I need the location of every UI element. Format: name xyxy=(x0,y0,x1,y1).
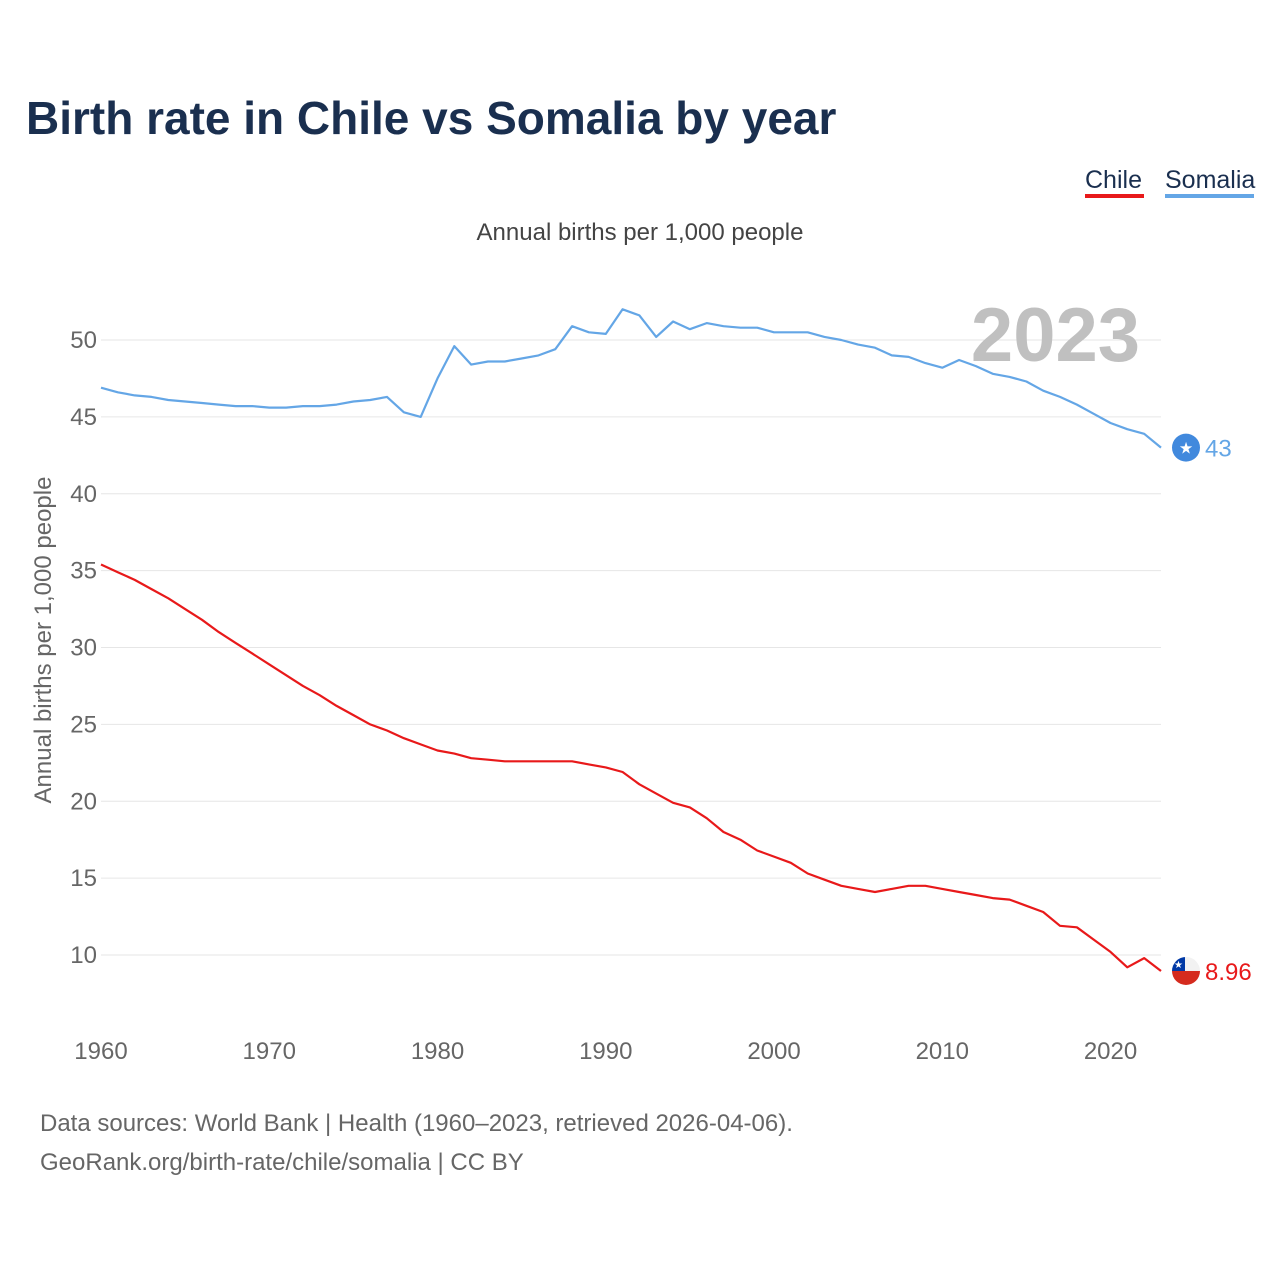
y-tick-label: 40 xyxy=(70,481,97,508)
legend-swatch-chile xyxy=(1085,194,1144,198)
x-tick-label: 2000 xyxy=(747,1038,800,1065)
end-marker-somalia[interactable]: ★ 43 xyxy=(1172,433,1232,463)
legend-swatch-somalia xyxy=(1165,194,1254,198)
legend-item-chile[interactable]: Chile xyxy=(1085,166,1144,198)
y-axis-ticks: 10 15 20 25 30 35 40 45 50 xyxy=(70,327,97,969)
x-tick-label: 2020 xyxy=(1084,1038,1137,1065)
legend-label-somalia: Somalia xyxy=(1165,166,1255,194)
y-tick-label: 45 xyxy=(70,404,97,431)
legend-label-chile: Chile xyxy=(1085,166,1142,194)
y-tick-label: 15 xyxy=(70,865,97,892)
y-tick-label: 25 xyxy=(70,711,97,738)
legend: Chile Somalia xyxy=(1085,166,1255,198)
x-tick-label: 1970 xyxy=(243,1038,296,1065)
series xyxy=(100,308,1162,972)
somalia-flag-icon xyxy=(1172,433,1200,462)
end-value-label-somalia: 43 xyxy=(1205,436,1232,463)
chile-flag-icon: ★ xyxy=(1172,956,1200,985)
y-tick-label: 10 xyxy=(70,942,97,969)
gridlines xyxy=(101,339,1161,956)
chart-title: Birth rate in Chile vs Somalia by year xyxy=(26,92,837,144)
x-tick-label: 1980 xyxy=(411,1038,464,1065)
end-marker-chile[interactable]: ★ 8.96 xyxy=(1172,956,1252,986)
series-line-chile[interactable] xyxy=(100,563,1162,972)
end-value-label-chile: 8.96 xyxy=(1205,959,1252,986)
series-line-somalia[interactable] xyxy=(100,308,1162,449)
svg-text:★: ★ xyxy=(1174,960,1183,971)
year-watermark: 2023 xyxy=(971,293,1140,378)
x-tick-label: 1960 xyxy=(74,1038,127,1065)
legend-item-somalia[interactable]: Somalia xyxy=(1165,166,1255,198)
x-tick-label: 2010 xyxy=(916,1038,969,1065)
y-tick-label: 20 xyxy=(70,788,97,815)
svg-text:★: ★ xyxy=(1179,441,1193,458)
chart-subtitle: Annual births per 1,000 people xyxy=(477,219,804,246)
x-tick-label: 1990 xyxy=(579,1038,632,1065)
footer-link[interactable]: GeoRank.org/birth-rate/chile/somalia | C… xyxy=(40,1149,524,1176)
x-axis-ticks: 1960 1970 1980 1990 2000 2010 2020 xyxy=(74,1038,1137,1065)
end-markers: ★ 8.96 ★ 43 xyxy=(1172,433,1252,986)
footer-source: Data sources: World Bank | Health (1960–… xyxy=(40,1110,793,1137)
y-axis-label: Annual births per 1,000 people xyxy=(30,477,57,804)
y-tick-label: 35 xyxy=(70,558,97,585)
y-tick-label: 30 xyxy=(70,635,97,662)
y-tick-label: 50 xyxy=(70,327,97,354)
